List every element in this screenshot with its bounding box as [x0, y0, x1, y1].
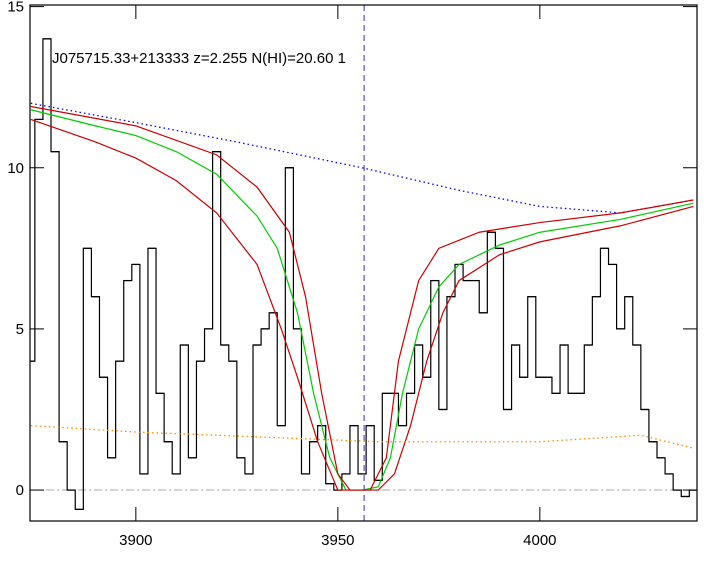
series-line — [30, 118, 694, 491]
annotation: J075715.33+213333 z=2.255 N(HI)=20.60 1 — [52, 50, 346, 67]
series-line — [30, 102, 694, 214]
flux-connectors — [30, 38, 697, 510]
plot-frame — [29, 4, 698, 522]
y-tick-label: 10 — [7, 160, 24, 177]
x-tick-label: 4000 — [523, 532, 556, 549]
series-line — [30, 109, 694, 491]
series-line — [30, 424, 694, 449]
x-tick-label: 3900 — [119, 532, 152, 549]
y-tick-label: 5 — [16, 321, 24, 338]
x-tick-label: 3950 — [321, 532, 354, 549]
y-tick-label: 0 — [16, 482, 24, 499]
y-tick-label: 15 — [7, 0, 24, 16]
series-line — [30, 105, 694, 491]
